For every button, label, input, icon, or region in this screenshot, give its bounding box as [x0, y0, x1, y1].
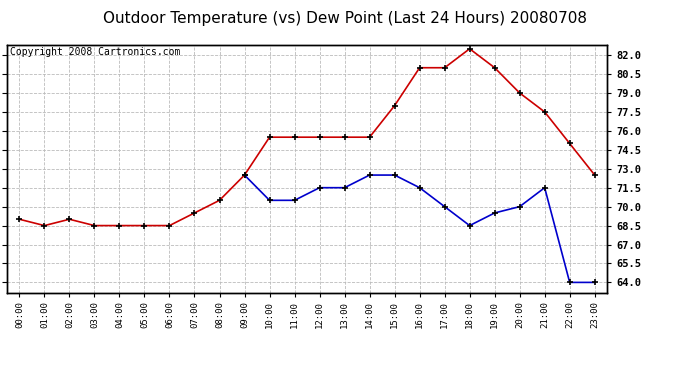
Text: Outdoor Temperature (vs) Dew Point (Last 24 Hours) 20080708: Outdoor Temperature (vs) Dew Point (Last…	[103, 11, 587, 26]
Text: Copyright 2008 Cartronics.com: Copyright 2008 Cartronics.com	[10, 48, 180, 57]
